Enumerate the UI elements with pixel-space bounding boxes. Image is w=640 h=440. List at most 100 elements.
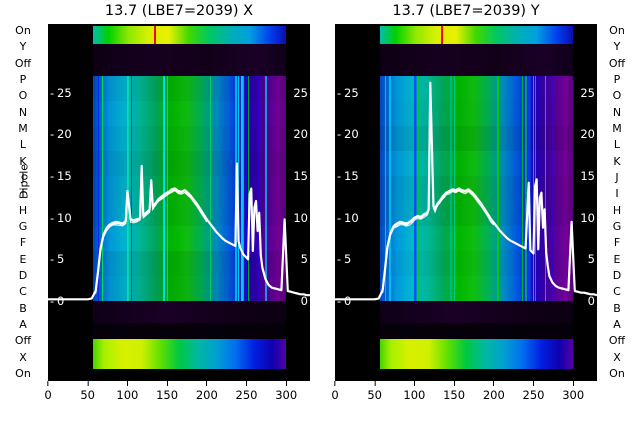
- red-marker-line: [153, 26, 156, 44]
- cat-label-left-d: D: [18, 269, 28, 282]
- cat-label-left-f: F: [19, 236, 27, 250]
- cat-label-left-n: N: [18, 105, 28, 119]
- ytick-x-r-20: 20: [293, 127, 308, 142]
- cat-label-right-d: D: [612, 269, 622, 282]
- xtick-y-0: 0: [331, 381, 339, 402]
- cat-label-left-k: K: [19, 154, 27, 168]
- cat-label-right-n: N: [612, 105, 622, 119]
- cat-label-left-p: P: [19, 73, 27, 86]
- ytick-y-r-0: 0: [587, 294, 595, 308]
- inner-yticks-left-x: -0 -5 -10 -15 -20 -25: [50, 24, 90, 381]
- ytick-x-l-20: -20: [50, 127, 72, 142]
- cat-label-left-j: J: [21, 171, 25, 184]
- white-trace-y: [335, 81, 597, 301]
- cat-label-right-j: J: [615, 171, 619, 184]
- cat-label-left-l: L: [19, 138, 27, 152]
- cat-label-right-a: A: [613, 318, 621, 331]
- cat-label-right-off: Off: [608, 56, 626, 70]
- heat-gap-lower: [335, 301, 597, 323]
- xtick-x-50: 50: [80, 381, 95, 402]
- ytick-x-r-25: 25: [293, 85, 308, 100]
- ytick-x-r-5: 5: [300, 252, 308, 267]
- cat-label-left-e: E: [19, 252, 27, 266]
- cat-label-right-p: P: [613, 73, 621, 86]
- cat-label-left-a: A: [19, 318, 27, 331]
- plot-area-x[interactable]: [48, 24, 310, 381]
- cat-label-left-y: Y: [19, 40, 27, 54]
- panel-y[interactable]: -0 -5 -10 -15 -20 -25 0 5 10 15 20 25 0 50 100 150 200…: [331, 24, 597, 405]
- ytick-y-r-25: 25: [580, 85, 595, 100]
- ytick-x-l-15: -15: [50, 169, 72, 183]
- xtick-y-100: 100: [403, 381, 425, 402]
- cat-label-left-c: C: [19, 285, 27, 299]
- cat-label-right-h: H: [612, 203, 622, 217]
- categorical-axis-right: On Y Off P O N M L K J I H G F E D C B A Off X On: [594, 24, 640, 381]
- cat-label-left-g: G: [18, 220, 28, 233]
- cat-label-right-g: G: [612, 220, 622, 233]
- trace-strand: [382, 84, 495, 293]
- xtick-y-150: 150: [443, 381, 465, 402]
- trace-strand: [95, 166, 208, 293]
- xtick-x-0: 0: [44, 381, 52, 402]
- heat-band-top: [48, 26, 310, 44]
- trace-strand: [95, 169, 208, 294]
- x-axis-y: 0 50 100 150 200 250 300: [331, 381, 597, 405]
- cat-label-right-b: B: [613, 301, 621, 315]
- ytick-y-r-20: 20: [580, 127, 595, 142]
- xtick-x-300: 300: [275, 381, 297, 402]
- xtick-x-200: 200: [196, 381, 218, 402]
- cat-label-right-off: Off: [608, 334, 626, 348]
- panel-title-y: 13.7 (LBE7=2039) Y: [392, 3, 540, 19]
- xtick-x-100: 100: [116, 381, 138, 402]
- ytick-x-l-5: -5: [50, 252, 65, 267]
- inner-yticks-right-y: 0 5 10 15 20 25: [555, 24, 595, 381]
- cat-label-left-on: On: [15, 367, 31, 380]
- ytick-y-r-15: 15: [580, 169, 595, 183]
- trace-strand: [382, 85, 495, 294]
- ytick-y-r-5: 5: [587, 252, 595, 267]
- ytick-y-l-20: -20: [337, 127, 359, 142]
- cat-label-left-i: I: [21, 187, 25, 201]
- xtick-x-150: 150: [156, 381, 178, 402]
- ytick-x-l-0: -0: [50, 294, 65, 308]
- white-trace-x: [48, 162, 310, 301]
- cat-label-left-x: X: [19, 350, 27, 364]
- cat-label-right-on: On: [609, 367, 625, 380]
- trace-strand: [382, 83, 495, 292]
- panel-x[interactable]: -0 -5 -10 -15 -20 -25 0 5 10 15 20 25 0 50 100 150 200…: [44, 24, 310, 405]
- ytick-x-r-15: 15: [293, 169, 308, 183]
- ytick-y-l-15: -15: [337, 169, 359, 183]
- categorical-axis-left: On Y Off P O N M L K J I H G F E D C B A Off X On: [0, 24, 46, 381]
- cat-label-left-m: M: [18, 122, 28, 135]
- ytick-y-l-25: -25: [337, 85, 359, 100]
- cat-label-right-f: F: [613, 236, 621, 250]
- cat-label-right-o: O: [612, 89, 622, 103]
- cat-label-left-o: O: [18, 89, 28, 103]
- red-marker-line: [440, 26, 443, 44]
- cat-label-right-e: E: [613, 252, 621, 266]
- ytick-y-l-10: -10: [337, 210, 359, 225]
- xtick-y-200: 200: [483, 381, 505, 402]
- heat-gap-lower: [48, 301, 310, 323]
- cat-label-left-h: H: [18, 203, 28, 217]
- plot-left-margin: [335, 24, 380, 381]
- ytick-x-r-0: 0: [300, 294, 308, 308]
- plot-area-y[interactable]: [335, 24, 597, 381]
- ytick-y-l-5: -5: [337, 252, 352, 267]
- cat-label-right-x: X: [613, 350, 621, 364]
- xtick-y-250: 250: [523, 381, 544, 402]
- xtick-y-300: 300: [562, 381, 584, 402]
- panel-title-x: 13.7 (LBE7=2039) X: [104, 3, 254, 19]
- x-axis-x: 0 50 100 150 200 250 300: [44, 381, 310, 405]
- plot-left-margin: [48, 24, 93, 381]
- cat-label-right-k: K: [613, 154, 621, 168]
- cat-label-left-off: Off: [14, 334, 32, 348]
- ytick-x-l-25: -25: [50, 85, 72, 100]
- cat-label-left-on: On: [15, 24, 31, 37]
- cat-label-right-i: I: [615, 187, 619, 201]
- cat-label-right-on: On: [609, 24, 625, 37]
- ytick-y-r-10: 10: [580, 210, 595, 225]
- inner-yticks-right-x: 0 5 10 15 20 25: [268, 24, 308, 381]
- xtick-y-50: 50: [367, 381, 382, 402]
- heat-band-top: [335, 26, 597, 44]
